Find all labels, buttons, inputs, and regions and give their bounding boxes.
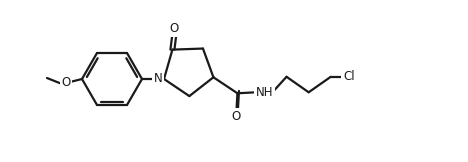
Text: NH: NH	[256, 86, 273, 99]
Text: O: O	[61, 76, 71, 89]
Text: N: N	[154, 73, 162, 86]
Text: Cl: Cl	[343, 70, 355, 83]
Text: O: O	[232, 110, 241, 123]
Text: O: O	[170, 22, 179, 35]
